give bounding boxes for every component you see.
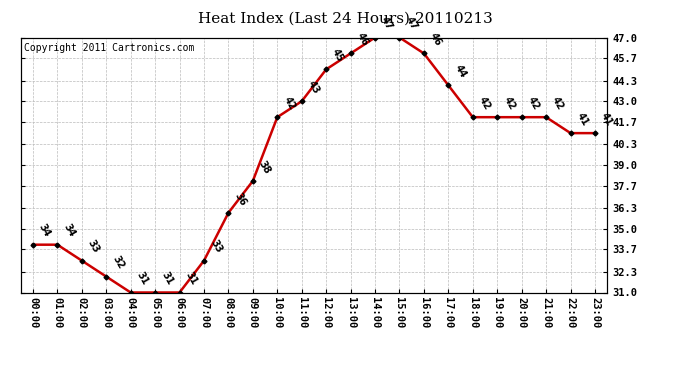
Text: 46: 46 bbox=[428, 31, 444, 48]
Text: 44: 44 bbox=[453, 63, 468, 80]
Text: 34: 34 bbox=[61, 222, 77, 239]
Text: 36: 36 bbox=[233, 190, 248, 207]
Text: 34: 34 bbox=[37, 222, 52, 239]
Text: 42: 42 bbox=[526, 95, 541, 112]
Text: 43: 43 bbox=[306, 79, 322, 96]
Text: 47: 47 bbox=[404, 15, 419, 32]
Text: Heat Index (Last 24 Hours) 20110213: Heat Index (Last 24 Hours) 20110213 bbox=[197, 11, 493, 25]
Text: 42: 42 bbox=[477, 95, 493, 112]
Text: 31: 31 bbox=[159, 270, 175, 287]
Text: 42: 42 bbox=[550, 95, 566, 112]
Text: Copyright 2011 Cartronics.com: Copyright 2011 Cartronics.com bbox=[23, 43, 194, 52]
Text: 31: 31 bbox=[135, 270, 150, 287]
Text: 46: 46 bbox=[355, 31, 370, 48]
Text: 33: 33 bbox=[86, 238, 101, 255]
Text: 42: 42 bbox=[282, 95, 297, 112]
Text: 42: 42 bbox=[502, 95, 517, 112]
Text: 41: 41 bbox=[575, 111, 590, 128]
Text: 32: 32 bbox=[110, 254, 126, 271]
Text: 45: 45 bbox=[331, 47, 346, 64]
Text: 33: 33 bbox=[208, 238, 224, 255]
Text: 41: 41 bbox=[599, 111, 615, 128]
Text: 47: 47 bbox=[380, 15, 395, 32]
Text: 38: 38 bbox=[257, 159, 273, 176]
Text: 31: 31 bbox=[184, 270, 199, 287]
